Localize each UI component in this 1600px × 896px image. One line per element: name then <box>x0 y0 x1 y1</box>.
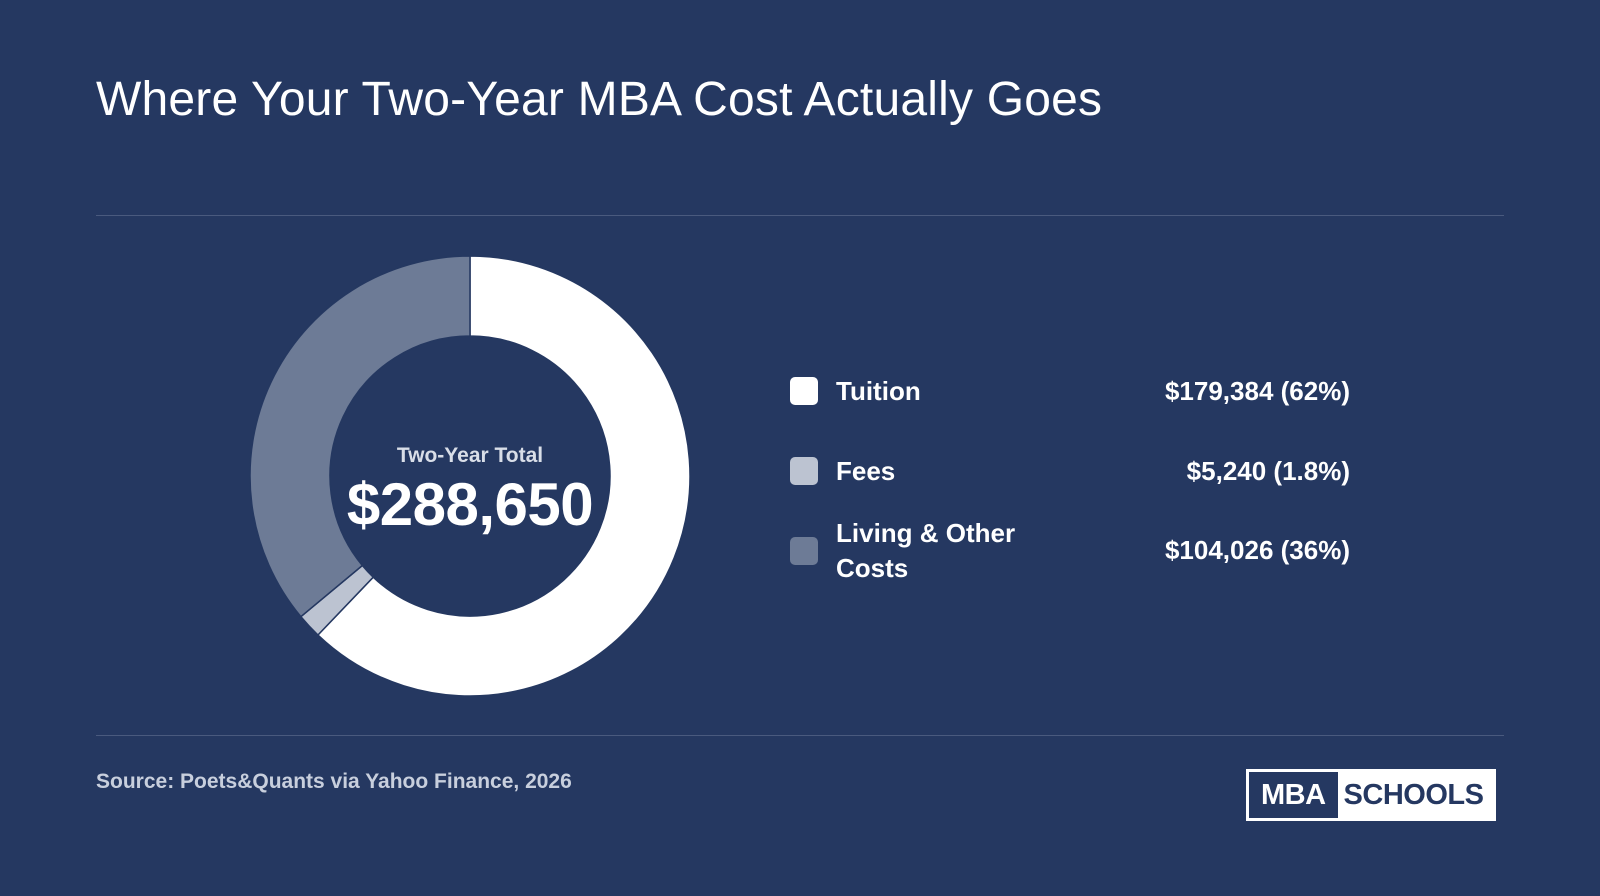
top-divider <box>96 215 1504 216</box>
donut-slice-tuition <box>316 255 691 697</box>
legend-swatch-living <box>790 537 818 565</box>
bottom-divider <box>96 735 1504 736</box>
legend-value-tuition: $179,384 (62%) <box>1164 376 1350 406</box>
mba-schools-logo: MBA SCHOOLS <box>1246 769 1497 821</box>
center-total-value: $288,650 <box>346 471 594 538</box>
source-note: Source: Poets&Quants via Yahoo Finance, … <box>96 770 572 793</box>
chart-title: Where Your Two-Year MBA Cost Actually Go… <box>96 73 1103 126</box>
center-total-label: Two-Year Total <box>396 444 544 467</box>
legend-label-tuition: Tuition <box>836 376 921 406</box>
legend-value-fees: $5,240 (1.8%) <box>1186 456 1350 486</box>
legend-label-fees: Fees <box>836 456 896 486</box>
donut-slice-living <box>249 255 471 618</box>
logo-text-schools: SCHOOLS <box>1337 772 1494 818</box>
legend-swatch-tuition <box>790 377 818 405</box>
legend-value-living: $104,026 (36%) <box>1164 535 1350 565</box>
donut-chart <box>249 255 691 697</box>
legend-swatch-fees <box>790 457 818 485</box>
logo-text-mba: MBA <box>1249 772 1338 818</box>
legend-label-living: Living & Other Costs <box>836 518 1016 583</box>
